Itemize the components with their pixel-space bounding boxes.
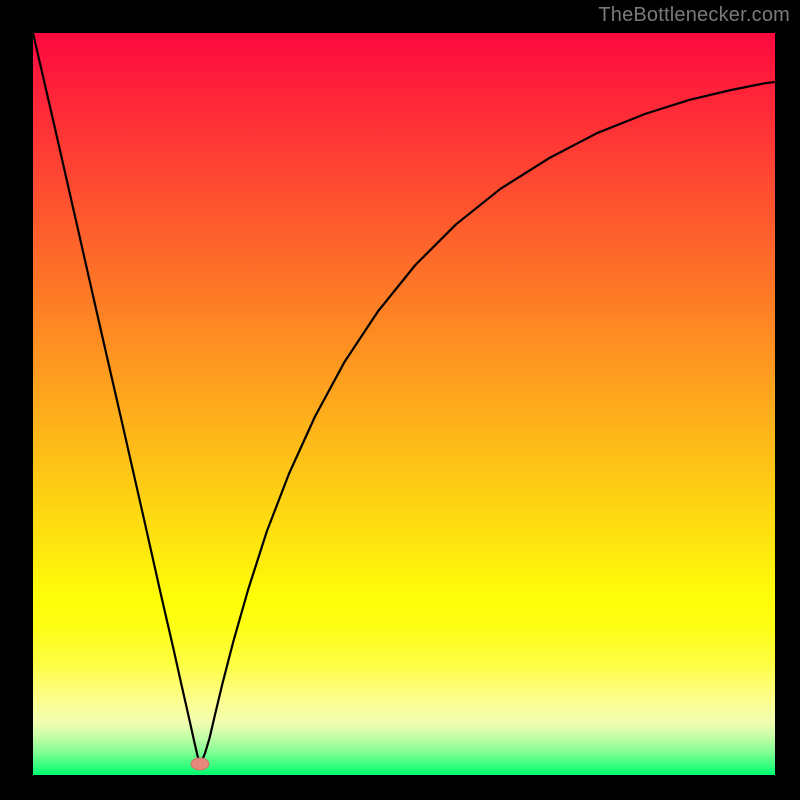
minimum-marker — [191, 758, 209, 770]
bottleneck-curve-chart — [0, 0, 800, 800]
chart-background-gradient — [33, 33, 775, 775]
chart-container: TheBottlenecker.com — [0, 0, 800, 800]
watermark-text: TheBottlenecker.com — [598, 4, 790, 27]
